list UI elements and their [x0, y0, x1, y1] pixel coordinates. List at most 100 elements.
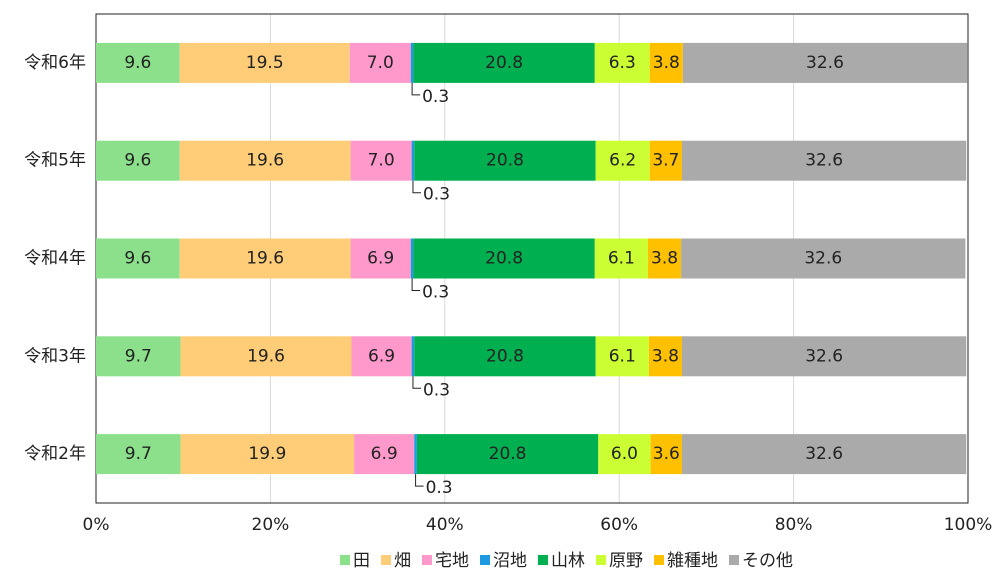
data-label: 9.6	[124, 151, 151, 171]
bar-segment	[414, 140, 596, 181]
legend-swatch	[654, 555, 664, 565]
legend-swatch	[596, 555, 606, 565]
bar-segment	[180, 434, 355, 475]
x-tick-label: 100%	[944, 515, 993, 535]
data-label: 19.6	[247, 346, 285, 366]
bar-segment	[179, 238, 351, 279]
data-label: 0.3	[426, 478, 453, 498]
leader-line	[412, 180, 421, 194]
data-label: 19.6	[246, 151, 284, 171]
bar-segment	[96, 434, 181, 475]
y-tick-label: 令和4年	[24, 249, 86, 269]
data-label: 9.7	[125, 346, 152, 366]
data-label: 6.2	[609, 151, 636, 171]
data-label: 0.3	[422, 87, 449, 107]
bar-segment	[682, 42, 968, 83]
data-label: 0.3	[422, 283, 449, 303]
data-label: 9.6	[124, 53, 151, 73]
bar-segment	[681, 434, 967, 475]
legend-label: 畑	[394, 551, 411, 570]
x-tick-label: 20%	[252, 515, 290, 535]
data-label: 6.0	[611, 444, 638, 464]
data-label: 3.8	[652, 346, 679, 366]
bar-segment	[180, 336, 352, 377]
bar-segment	[410, 238, 414, 279]
legend-label: 沼地	[493, 551, 527, 570]
legend-swatch	[729, 555, 739, 565]
data-label: 7.0	[368, 151, 395, 171]
bar-segment	[350, 238, 411, 279]
bar-segment	[598, 434, 651, 475]
bar-segment	[179, 140, 351, 181]
data-label: 32.6	[805, 346, 843, 366]
bar-segment	[649, 42, 683, 83]
data-label: 19.9	[248, 444, 286, 464]
legend-label: 田	[353, 551, 370, 570]
bar-segment	[594, 238, 648, 279]
bar-segment	[681, 140, 967, 181]
leader-line	[411, 278, 421, 291]
data-label: 19.5	[246, 53, 284, 73]
legend-swatch	[538, 555, 548, 565]
legend-label: 雑種地	[667, 551, 718, 570]
x-tick-label: 60%	[600, 515, 638, 535]
data-label: 0.3	[423, 185, 450, 205]
bar-segment	[96, 140, 180, 181]
y-tick-label: 令和3年	[24, 346, 86, 366]
bar-segment	[354, 434, 415, 475]
bar-segment	[647, 238, 682, 279]
bar-segment	[96, 336, 181, 377]
y-tick-label: 令和2年	[24, 444, 86, 464]
bar-segment	[594, 42, 650, 83]
data-label: 32.6	[806, 53, 844, 73]
data-label: 6.1	[609, 346, 636, 366]
bar-segment	[413, 42, 595, 83]
data-label: 32.6	[805, 151, 843, 171]
data-label: 20.8	[485, 53, 523, 73]
data-label: 32.6	[804, 249, 842, 269]
data-label: 3.7	[652, 151, 679, 171]
data-label: 20.8	[486, 346, 524, 366]
leader-line	[412, 376, 421, 389]
leader-line	[411, 82, 421, 96]
bar-segment	[351, 336, 412, 377]
bar-segment	[648, 336, 682, 377]
bar-segment	[650, 434, 682, 475]
bar-segment	[411, 140, 415, 181]
data-label: 19.6	[246, 249, 284, 269]
bar-segment	[649, 140, 682, 181]
x-tick-label: 0%	[83, 515, 110, 535]
bar-segment	[414, 434, 417, 475]
x-tick-label: 40%	[426, 515, 464, 535]
legend-label: その他	[742, 551, 793, 570]
data-label: 20.8	[489, 444, 527, 464]
legend-swatch	[340, 555, 350, 565]
x-tick-label: 80%	[775, 515, 813, 535]
data-label: 6.1	[608, 249, 635, 269]
legend-swatch	[480, 555, 490, 565]
data-label: 6.9	[367, 249, 394, 269]
bar-segment	[681, 336, 967, 377]
bar-segment	[411, 336, 415, 377]
legend-label: 宅地	[435, 551, 469, 570]
data-label: 20.8	[486, 151, 524, 171]
legend-swatch	[422, 555, 432, 565]
legend-swatch	[381, 555, 391, 565]
data-label: 7.0	[367, 53, 394, 73]
bar-segment	[414, 336, 596, 377]
data-label: 32.6	[805, 444, 843, 464]
bar-segment	[96, 42, 180, 83]
legend-label: 原野	[609, 551, 643, 570]
data-label: 3.8	[651, 249, 678, 269]
bar-segment	[96, 238, 180, 279]
data-label: 3.8	[653, 53, 680, 73]
data-label: 6.3	[609, 53, 636, 73]
bar-segment	[179, 42, 350, 83]
y-tick-label: 令和5年	[24, 151, 86, 171]
bar-segment	[410, 42, 414, 83]
bar-segment	[681, 238, 966, 279]
data-label: 3.6	[653, 444, 680, 464]
legend-label: 山林	[551, 551, 585, 570]
y-tick-label: 令和6年	[24, 53, 86, 73]
